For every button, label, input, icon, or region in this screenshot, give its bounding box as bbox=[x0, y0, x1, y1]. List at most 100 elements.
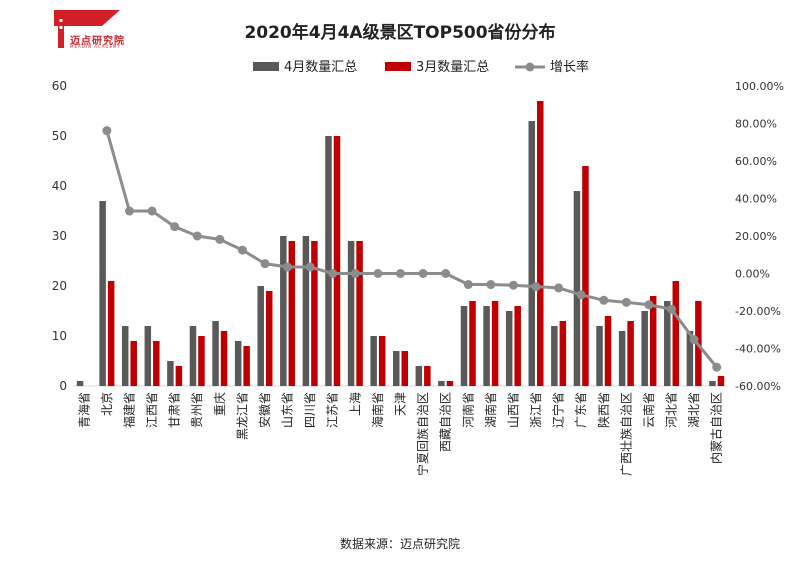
x-category-label: 内蒙古自治区 bbox=[709, 392, 724, 464]
logo-name: 迈点研究院 bbox=[70, 36, 125, 47]
x-category-label: 天津 bbox=[394, 392, 408, 416]
growth-point bbox=[305, 262, 315, 272]
bar-mar bbox=[220, 331, 228, 386]
growth-point bbox=[531, 282, 541, 292]
growth-point bbox=[418, 269, 428, 278]
bar-apr bbox=[370, 336, 377, 386]
bar-apr bbox=[460, 306, 468, 386]
bar-apr bbox=[596, 326, 603, 386]
growth-point bbox=[712, 362, 722, 372]
x-category-label: 宁夏回族自治区 bbox=[415, 392, 430, 476]
x-category-label: 黑龙江省 bbox=[235, 392, 249, 440]
x-category-label: 浙江省 bbox=[529, 392, 543, 428]
bar-mar bbox=[717, 376, 725, 386]
bar-apr bbox=[573, 191, 581, 386]
bar-mar bbox=[491, 301, 499, 386]
x-category-label: 四川省 bbox=[303, 392, 317, 428]
growth-point bbox=[283, 262, 293, 272]
growth-point bbox=[508, 280, 518, 290]
legend-swatch-mar bbox=[385, 62, 411, 71]
bar-apr bbox=[302, 236, 310, 386]
y-left-tick-label: 40 bbox=[52, 179, 67, 193]
bar-apr bbox=[280, 236, 287, 386]
bar-apr bbox=[415, 366, 423, 386]
x-category-label: 山西省 bbox=[506, 392, 520, 428]
bar-apr bbox=[325, 136, 332, 386]
x-category-label: 湖南省 bbox=[483, 392, 498, 428]
bar-mar bbox=[243, 346, 250, 386]
bar-apr bbox=[76, 381, 84, 386]
x-category-label: 北京 bbox=[100, 392, 114, 416]
growth-point bbox=[576, 290, 586, 300]
growth-point bbox=[486, 280, 496, 290]
legend-swatch-apr bbox=[253, 62, 279, 71]
growth-point bbox=[667, 304, 677, 314]
bar-mar bbox=[401, 351, 408, 386]
growth-point bbox=[373, 269, 383, 278]
bar-apr bbox=[393, 351, 400, 386]
logo-subtitle: MEADIN ACADEMY bbox=[70, 44, 121, 49]
bar-mar bbox=[311, 241, 318, 386]
y-left-tick-label: 0 bbox=[59, 379, 67, 393]
bar-apr bbox=[618, 331, 626, 386]
logo: 迈点研究院 MEADIN ACADEMY bbox=[54, 10, 134, 50]
bar-mar bbox=[627, 321, 634, 386]
bar-apr bbox=[438, 381, 445, 386]
growth-point bbox=[689, 335, 699, 345]
bar-mar bbox=[130, 341, 137, 386]
x-category-label: 江苏省 bbox=[326, 392, 340, 428]
growth-point bbox=[328, 269, 338, 278]
y-left-tick-label: 20 bbox=[52, 279, 67, 293]
growth-point bbox=[554, 283, 564, 293]
growth-point bbox=[124, 206, 134, 216]
bar-mar bbox=[424, 366, 431, 386]
legend-label-mar: 3月数量汇总 bbox=[416, 60, 489, 75]
bar-apr bbox=[528, 121, 536, 386]
bar-apr bbox=[257, 286, 264, 386]
growth-point bbox=[147, 206, 157, 216]
bar-mar bbox=[537, 101, 544, 386]
bar-apr bbox=[505, 311, 513, 386]
x-category-label: 辽宁省 bbox=[551, 392, 566, 428]
x-category-label: 广东省 bbox=[574, 392, 588, 428]
growth-point bbox=[237, 245, 247, 255]
bar-mar bbox=[469, 301, 476, 386]
x-category-label: 河北省 bbox=[665, 392, 679, 428]
data-source: 数据来源：迈点研究院 bbox=[339, 537, 460, 551]
bar-mar bbox=[198, 336, 205, 386]
y-right-tick-label: 0.00% bbox=[735, 268, 770, 281]
x-category-label: 西藏自治区 bbox=[439, 392, 453, 452]
growth-point bbox=[599, 295, 609, 305]
y-left-tick-label: 30 bbox=[52, 229, 67, 243]
bar-apr bbox=[483, 306, 490, 386]
bar-apr bbox=[167, 361, 174, 386]
bar-mar bbox=[378, 336, 386, 386]
x-category-label: 湖北省 bbox=[686, 392, 701, 428]
y-right-tick-label: 100.00% bbox=[735, 80, 784, 93]
y-left-tick-label: 10 bbox=[52, 329, 67, 343]
bar-apr bbox=[189, 326, 197, 386]
x-category-label: 广西壮族自治区 bbox=[619, 392, 633, 476]
bar-mar bbox=[604, 316, 612, 386]
x-category-label: 海南省 bbox=[370, 392, 385, 428]
x-category-label: 安徽省 bbox=[257, 392, 272, 428]
x-category-label: 上海 bbox=[347, 392, 362, 416]
bar-mar bbox=[175, 366, 183, 386]
bar-mar bbox=[333, 136, 341, 386]
x-category-label: 陕西省 bbox=[596, 392, 611, 428]
x-category-label: 青海省 bbox=[76, 392, 91, 428]
bar-apr bbox=[347, 241, 355, 386]
growth-line bbox=[105, 130, 718, 369]
bar-apr bbox=[686, 331, 694, 386]
bar-mar bbox=[288, 241, 296, 386]
x-category-label: 山东省 bbox=[281, 392, 295, 428]
growth-point bbox=[260, 259, 270, 269]
bar-mar bbox=[649, 296, 657, 386]
y-left-tick-label: 50 bbox=[52, 129, 67, 143]
bar-mar bbox=[153, 341, 160, 386]
legend-label-apr: 4月数量汇总 bbox=[284, 60, 357, 75]
y-right-tick-label: -40.00% bbox=[735, 343, 781, 356]
bar-apr bbox=[212, 321, 219, 386]
growth-point bbox=[441, 269, 451, 278]
bar-mar bbox=[514, 306, 521, 386]
